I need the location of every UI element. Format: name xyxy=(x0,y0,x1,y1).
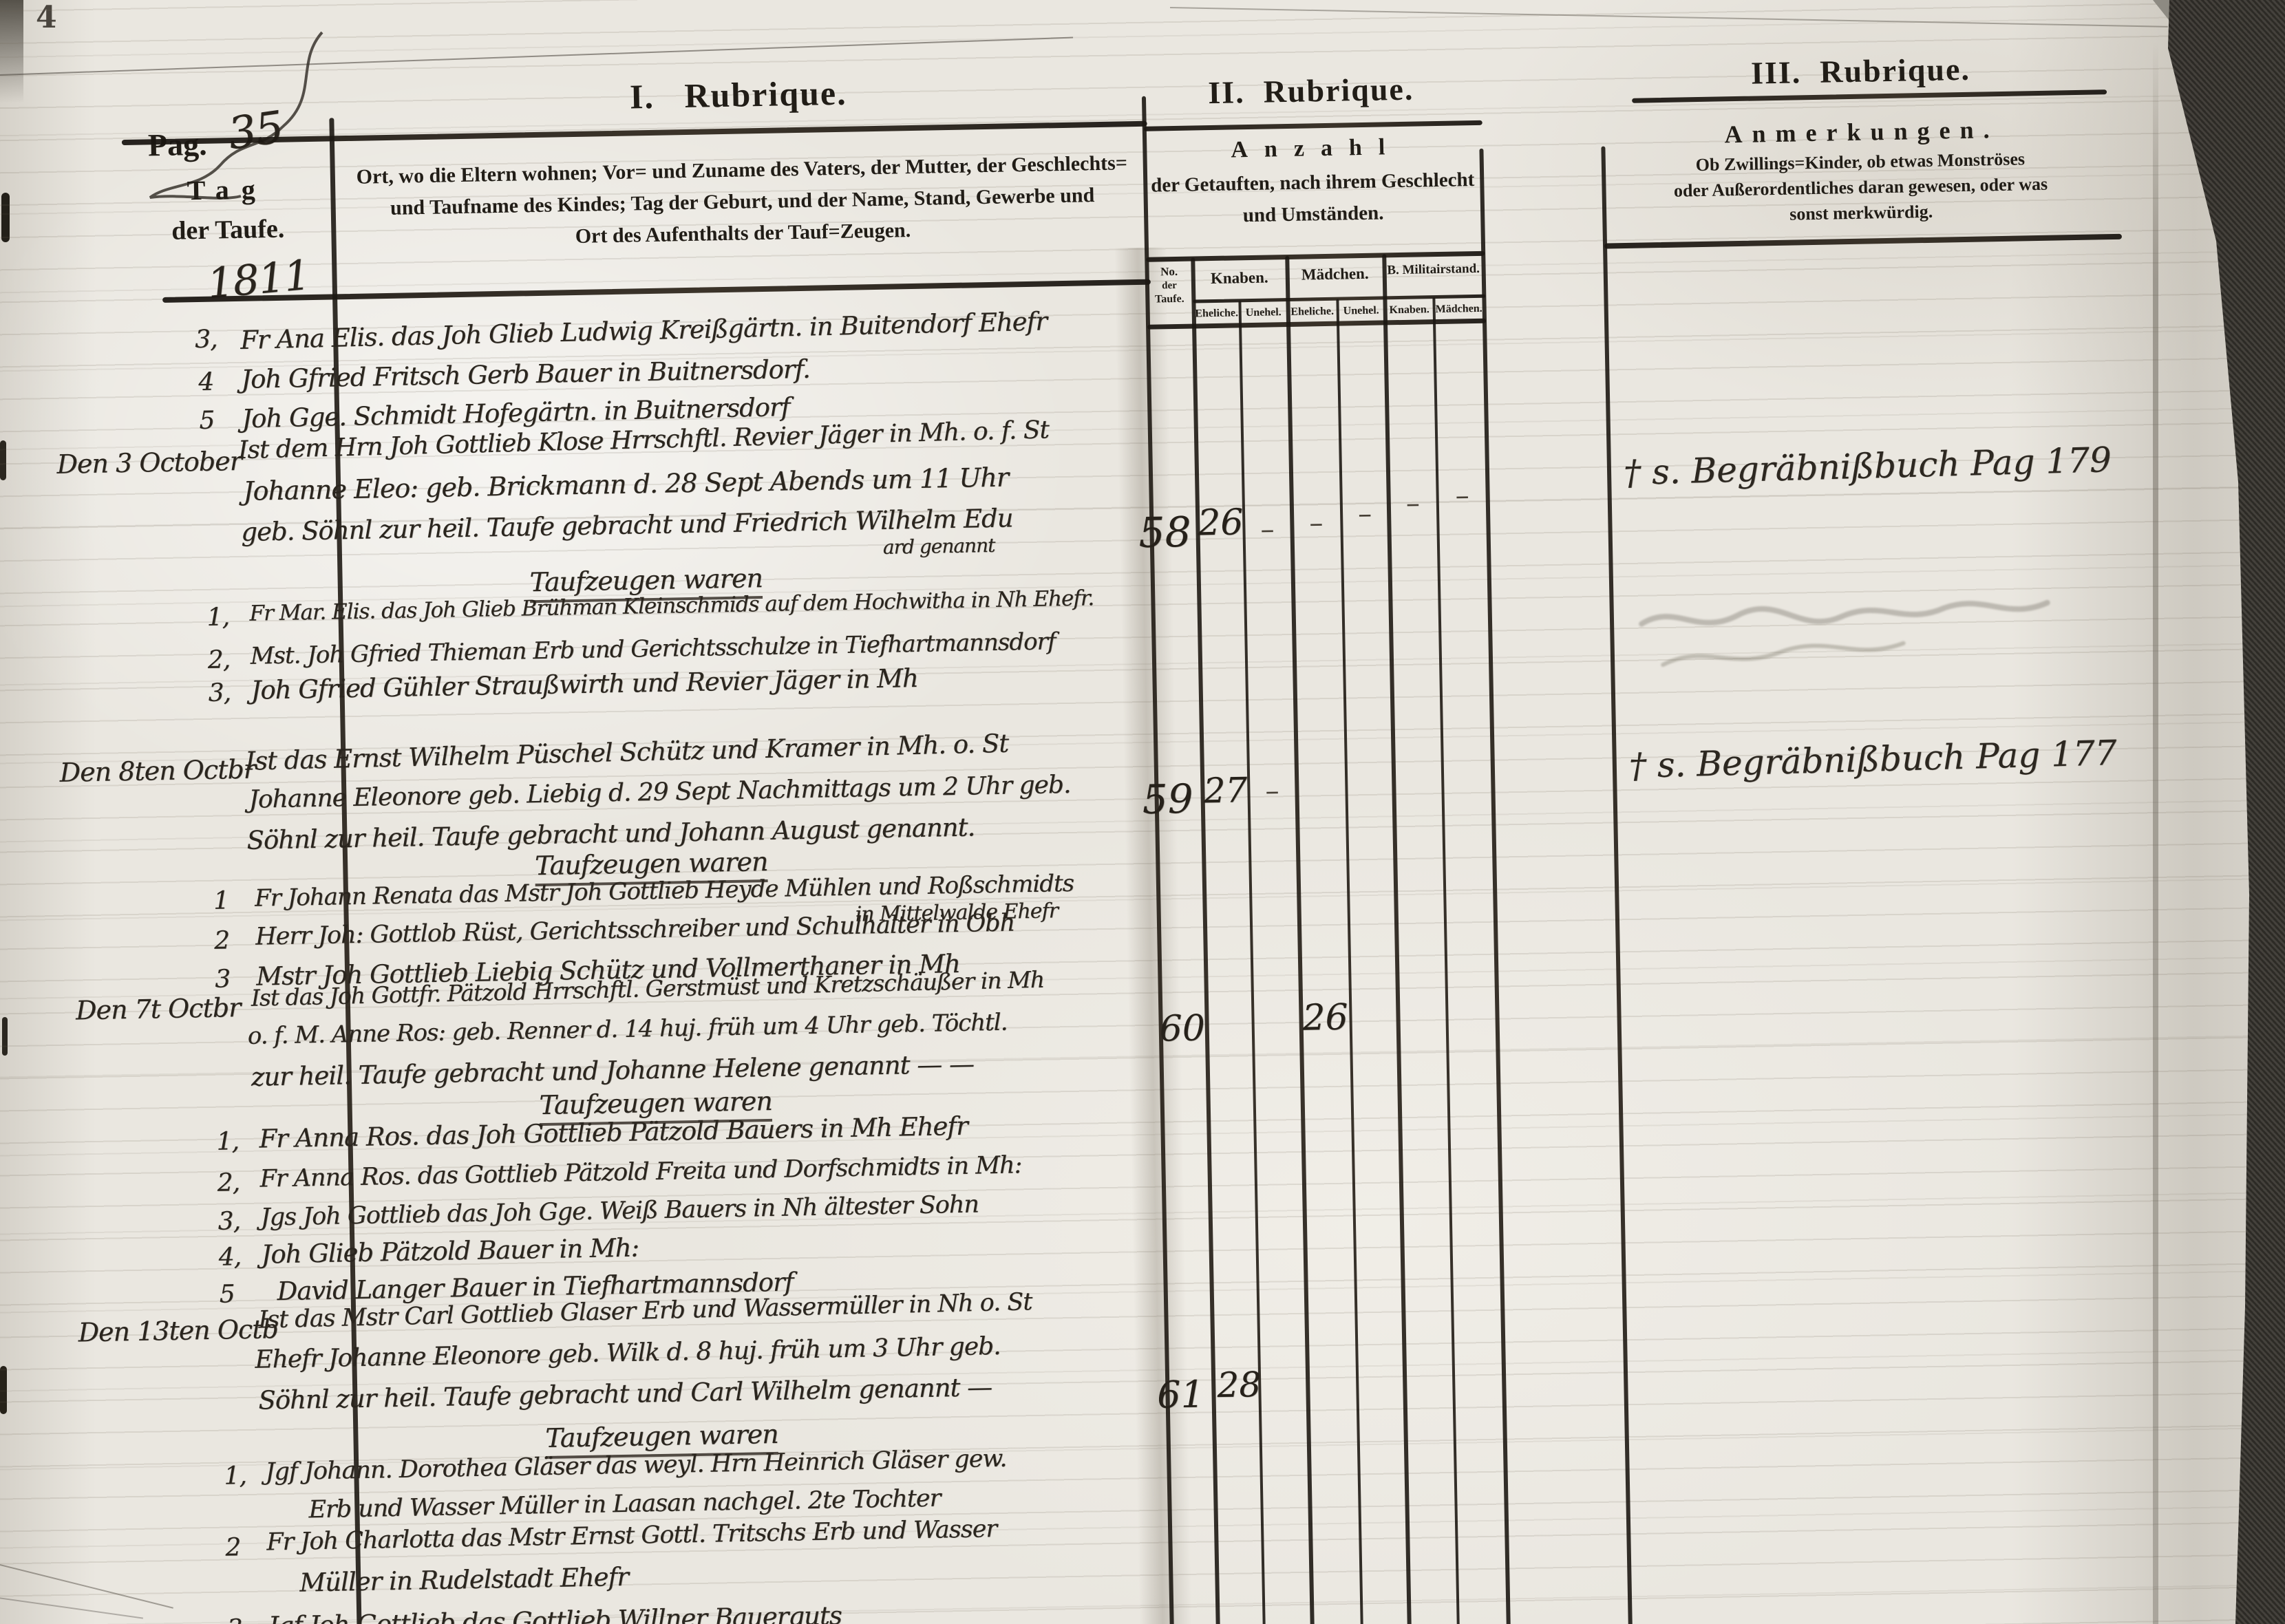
rubrique3-heading: Anmerkungen. xyxy=(1724,116,1999,149)
witness-number: 1, xyxy=(216,1127,240,1156)
baptism-number: 60 xyxy=(1159,1007,1206,1050)
col-sub-unehel-1: Unehel. xyxy=(1245,306,1282,319)
baptism-number: 59 xyxy=(1142,775,1194,823)
column-header-tag-2: der Taufe. xyxy=(171,214,285,246)
col-sub-knaben: Knaben. xyxy=(1389,303,1430,317)
edge-ink-blob xyxy=(2,1017,8,1056)
witness-number: 3, xyxy=(226,1614,249,1624)
col-sub-eheliche-2: Eheliche. xyxy=(1290,305,1335,318)
witness-number: 2 xyxy=(224,1533,241,1562)
entry-date: Den 8ten Octbr xyxy=(59,754,256,788)
witness-line-continuation: Müller in Rudelstadt Ehefr xyxy=(299,1561,629,1598)
witness-number: 1, xyxy=(224,1462,247,1491)
corner-pencil-mark: 4 xyxy=(36,0,57,35)
count-dash: – xyxy=(1308,507,1324,539)
col-no-line1: No. xyxy=(1160,264,1178,279)
witness-number: 5 xyxy=(198,406,215,436)
rubrique2-title: II. Rubrique. xyxy=(1207,71,1414,111)
column-header-tag: Tag xyxy=(187,173,268,206)
witness-number: 3, xyxy=(217,1207,241,1236)
rubrique2-desc-line3: und Umständen. xyxy=(1242,202,1384,227)
col-group-knaben: Knaben. xyxy=(1210,268,1268,288)
count-knaben-ehelich: 27 xyxy=(1203,770,1248,811)
count-maedchen-ehelich: 26 xyxy=(1301,996,1349,1039)
witness-number: 4, xyxy=(218,1243,242,1272)
baptism-number: 61 xyxy=(1156,1372,1205,1417)
taufzeugen-label: Taufzeugen waren xyxy=(545,1418,779,1460)
count-dash: – xyxy=(1260,513,1275,546)
entry-date: Den 3 October xyxy=(56,445,242,480)
bleedthrough-ghost-writing xyxy=(1639,599,2050,667)
count-dash: – xyxy=(1265,775,1279,807)
page-number-value: 35 xyxy=(224,102,286,160)
col-group-maedchen: Mädchen. xyxy=(1301,264,1369,284)
col-sub-maedchen: Mädchen. xyxy=(1435,302,1482,316)
witness-number: 5 xyxy=(219,1280,235,1309)
col-sub-eheliche-1: Eheliche. xyxy=(1195,307,1239,320)
page-edge-crease xyxy=(2153,41,2158,1624)
witness-number: 2 xyxy=(213,926,230,955)
witness-number: 1 xyxy=(213,886,229,915)
count-dash: – xyxy=(1405,487,1421,520)
col-no-line2: der xyxy=(1162,279,1177,292)
witness-number: 3 xyxy=(214,965,231,994)
witness-number: 3, xyxy=(208,679,231,707)
rubrique2-anzahl: Anzahl xyxy=(1231,133,1402,163)
count-dash: – xyxy=(1357,498,1372,531)
witness-number: 2, xyxy=(217,1168,240,1197)
count-knaben-ehelich: 26 xyxy=(1197,502,1244,544)
baptism-number: 58 xyxy=(1138,508,1192,558)
rubrique3-title: III. Rubrique. xyxy=(1750,51,1971,91)
entry-text-continuation: ard genannt xyxy=(882,533,995,559)
witness-number: 3, xyxy=(194,325,217,354)
col-no-line3: Taufe. xyxy=(1154,292,1184,306)
count-dash: – xyxy=(1455,480,1470,512)
col-sub-unehel-2: Unehel. xyxy=(1343,304,1379,317)
rubrique3-desc-line3: sonst merkwürdig. xyxy=(1789,201,1933,224)
witness-number: 1, xyxy=(206,603,230,632)
edge-ink-blob xyxy=(1,193,10,242)
entry-date: Den 7t Octbr xyxy=(75,992,241,1026)
edge-ink-blob xyxy=(0,1366,7,1414)
entry-date: Den 13ten Octb xyxy=(78,1314,279,1348)
witness-number: 2, xyxy=(207,645,231,674)
witness-number: 4 xyxy=(198,367,214,397)
ink-flourish xyxy=(149,31,323,200)
count-knaben-ehelich: 28 xyxy=(1216,1364,1262,1406)
edge-dark-corner xyxy=(0,0,23,103)
edge-ink-blob xyxy=(0,440,6,480)
col-group-militairstand: B. Militairstand. xyxy=(1387,261,1480,278)
rubrique1-title: I. Rubrique. xyxy=(629,73,848,116)
